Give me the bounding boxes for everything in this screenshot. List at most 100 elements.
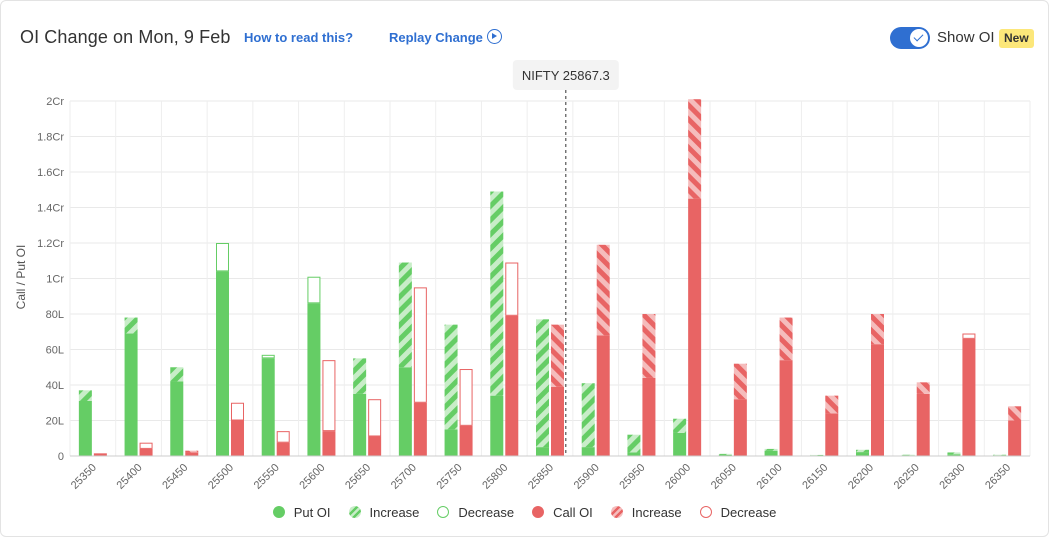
put-oi-group bbox=[947, 452, 961, 456]
call-oi-group bbox=[505, 262, 519, 456]
legend-call-increase[interactable]: Increase bbox=[610, 505, 682, 520]
x-tick-label: 25450 bbox=[160, 462, 190, 492]
put-oi-bar bbox=[124, 333, 138, 456]
call-oi-bar bbox=[825, 413, 839, 456]
y-tick-label: 1.2Cr bbox=[37, 238, 64, 250]
x-tick-label: 26300 bbox=[937, 462, 967, 492]
call-oi-group bbox=[962, 333, 976, 456]
call-oi-group bbox=[276, 431, 290, 456]
call-oi-bar bbox=[596, 335, 610, 456]
x-tick-label: 26000 bbox=[663, 462, 693, 492]
call-oi-increase-bar bbox=[596, 244, 610, 336]
call-oi-group bbox=[139, 442, 153, 456]
put-oi-group bbox=[490, 191, 504, 456]
oi-change-chart: 020L40L60L80L1Cr1.2Cr1.4Cr1.6Cr1.8Cr2Cr … bbox=[14, 60, 1031, 492]
call-oi-decrease-bar bbox=[962, 333, 976, 339]
call-oi-bar bbox=[505, 315, 519, 456]
show-oi-toggle[interactable] bbox=[890, 27, 930, 49]
call-oi-decrease-bar bbox=[413, 287, 427, 403]
call-oi-decrease-bar bbox=[368, 399, 382, 437]
put-oi-decrease-bar bbox=[307, 276, 321, 304]
call-oi-decrease-bar bbox=[231, 402, 244, 421]
y-tick-label: 1.6Cr bbox=[37, 167, 64, 179]
replay-change-link[interactable]: Replay Change bbox=[389, 30, 483, 45]
y-tick-label: 40L bbox=[46, 380, 64, 392]
call-oi-group bbox=[413, 287, 427, 456]
x-tick-label: 25350 bbox=[69, 462, 99, 492]
call-oi-bar bbox=[459, 425, 473, 456]
x-tick-label: 25800 bbox=[480, 462, 510, 492]
y-axis: 0 20L 40L 60L 80L 1Cr 1.2Cr 1.4Cr 1.6Cr 1.8Cr 2Cr bbox=[37, 96, 64, 463]
call-oi-decrease-bar bbox=[139, 442, 153, 449]
call-oi-group bbox=[1008, 406, 1022, 456]
call-oi-group bbox=[642, 314, 656, 456]
call-oi-group bbox=[551, 324, 564, 456]
spot-marker: NIFTY 25867.3 bbox=[512, 60, 619, 456]
put-oi-bar bbox=[947, 454, 961, 456]
legend-put-increase[interactable]: Increase bbox=[348, 505, 419, 520]
put-oi-group bbox=[307, 276, 321, 456]
put-oi-increase-bar bbox=[673, 418, 687, 433]
legend-put-decrease[interactable]: Decrease bbox=[437, 505, 514, 520]
call-increase-swatch-icon bbox=[610, 506, 623, 518]
put-oi-group bbox=[124, 317, 138, 456]
call-oi-increase-bar bbox=[1008, 406, 1022, 421]
call-oi-group bbox=[185, 450, 199, 456]
x-tick-label: 26350 bbox=[983, 462, 1013, 492]
call-oi-group bbox=[871, 314, 884, 456]
put-increase-swatch-icon bbox=[348, 506, 361, 518]
put-oi-bar bbox=[261, 358, 275, 456]
call-oi-group bbox=[459, 369, 473, 456]
put-oi-bar bbox=[581, 447, 595, 456]
header: OI Change on Mon, 9 Feb How to read this… bbox=[0, 0, 1049, 70]
legend-label: Call OI bbox=[553, 504, 593, 520]
call-oi-group bbox=[322, 360, 336, 456]
call-oi-group bbox=[368, 399, 382, 456]
put-oi-group bbox=[261, 354, 275, 456]
call-oi-group bbox=[825, 395, 839, 456]
put-oi-increase-bar bbox=[993, 454, 1007, 456]
legend-call-oi[interactable]: Call OI bbox=[532, 505, 593, 520]
put-oi-group bbox=[353, 358, 367, 456]
legend-put-oi[interactable]: Put OI bbox=[272, 505, 331, 520]
x-tick-label: 25900 bbox=[572, 462, 602, 492]
put-oi-group bbox=[398, 262, 412, 456]
call-oi-swatch-icon bbox=[532, 506, 545, 518]
put-oi-bar bbox=[78, 400, 92, 456]
call-oi-bar bbox=[688, 198, 702, 456]
call-oi-group bbox=[596, 244, 610, 456]
y-tick-label: 1.8Cr bbox=[37, 132, 64, 144]
call-oi-bar bbox=[642, 377, 656, 456]
x-tick-label: 25400 bbox=[115, 462, 145, 492]
x-tick-label: 26050 bbox=[709, 462, 739, 492]
put-oi-group bbox=[78, 390, 92, 456]
grid bbox=[69, 100, 1031, 457]
put-oi-bar bbox=[490, 395, 504, 456]
x-axis: 25350 25400 25450 25500 25550 25600 25650 25700… bbox=[69, 455, 1030, 492]
call-oi-decrease-bar bbox=[276, 431, 290, 443]
call-oi-group bbox=[916, 382, 930, 456]
bars bbox=[78, 99, 1022, 456]
put-oi-increase-bar bbox=[810, 454, 824, 456]
call-oi-increase-bar bbox=[185, 450, 199, 453]
put-oi-increase-bar bbox=[78, 390, 92, 401]
call-oi-increase-bar bbox=[551, 324, 564, 387]
how-to-read-link[interactable]: How to read this? bbox=[244, 30, 354, 45]
legend: Put OI Increase Decrease Call OI Increas… bbox=[0, 500, 1049, 524]
put-oi-increase-bar bbox=[764, 448, 778, 451]
call-oi-bar bbox=[916, 393, 930, 456]
y-tick-label: 20L bbox=[46, 416, 64, 428]
call-oi-increase-bar bbox=[733, 363, 747, 400]
new-badge: New bbox=[999, 29, 1034, 48]
page-title: OI Change on Mon, 9 Feb bbox=[20, 27, 231, 47]
play-circle-icon[interactable] bbox=[487, 29, 502, 44]
put-oi-group bbox=[170, 367, 184, 456]
put-oi-group bbox=[673, 418, 687, 456]
x-tick-label: 26200 bbox=[846, 462, 876, 492]
put-oi-bar bbox=[170, 381, 184, 456]
put-oi-increase-bar bbox=[947, 452, 961, 455]
put-oi-group bbox=[764, 448, 778, 456]
call-oi-group bbox=[231, 402, 244, 456]
put-oi-group bbox=[536, 319, 549, 456]
legend-call-decrease[interactable]: Decrease bbox=[699, 505, 776, 520]
